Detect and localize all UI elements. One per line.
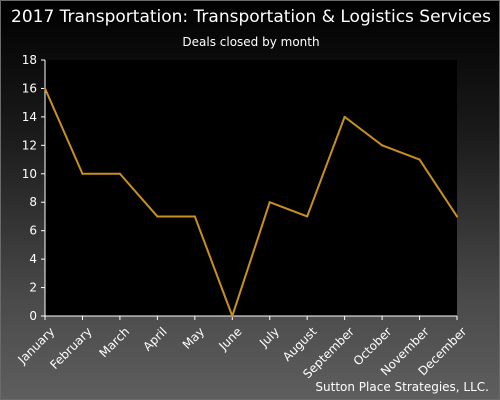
y-tick-label: 6 [29, 224, 37, 238]
y-tick-label: 2 [29, 281, 37, 295]
y-tick-label: 12 [22, 138, 37, 152]
data-point [306, 215, 309, 218]
x-tick-label: June [216, 324, 245, 353]
data-point [418, 158, 421, 161]
data-point [193, 215, 196, 218]
data-point [456, 215, 458, 218]
plot-area [45, 60, 457, 316]
x-tick-label: April [140, 324, 169, 353]
line-segment [118, 172, 159, 218]
data-point [381, 144, 384, 147]
y-tick-label: 10 [22, 167, 37, 181]
x-tick-label: May [180, 324, 207, 351]
data-point [81, 172, 84, 175]
data-point [231, 315, 234, 317]
line-segment [44, 87, 84, 175]
y-tick-label: 16 [22, 81, 37, 95]
line-segment [381, 144, 421, 161]
data-point [156, 215, 159, 218]
data-point [44, 87, 46, 90]
line-segment [343, 115, 384, 147]
chart-subtitle: Deals closed by month [182, 35, 320, 49]
y-tick-label: 4 [29, 252, 37, 266]
x-tick-label: March [96, 324, 132, 360]
data-point [118, 172, 121, 175]
chart-credit: Sutton Place Strategies, LLC. [315, 380, 489, 394]
line-segment [231, 201, 271, 317]
y-tick-label: 0 [29, 309, 37, 323]
line-segment [418, 158, 458, 218]
chart-title: 2017 Transportation: Transportation & Lo… [11, 7, 491, 27]
y-tick-label: 14 [22, 110, 37, 124]
line-segment [306, 115, 346, 218]
x-tick-label: July [256, 324, 282, 350]
line-segment [268, 201, 309, 218]
data-point [343, 115, 346, 118]
y-tick-label: 8 [29, 195, 37, 209]
y-tick-label: 18 [22, 53, 37, 67]
data-point [268, 201, 271, 204]
line-segment [193, 215, 234, 317]
